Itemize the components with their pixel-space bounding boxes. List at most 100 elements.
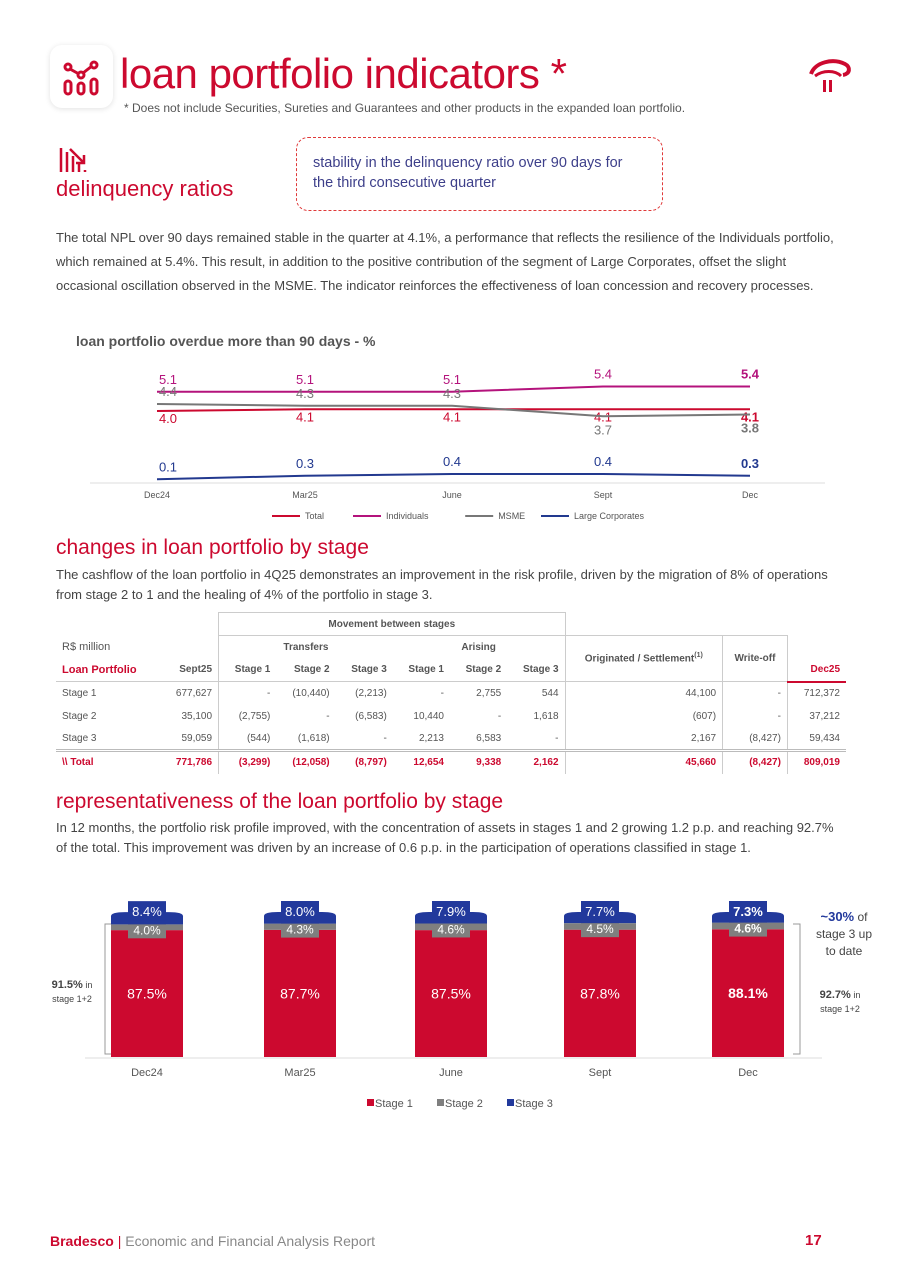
npl-line-chart: 4.0 4.1 4.1 4.1 4.15.1 5.1 5.1 5.4 5.44.4 4.3 4.33…	[90, 367, 825, 521]
data-label: 4.1	[741, 409, 759, 424]
data-label: 3.8	[741, 421, 759, 436]
table-cell: \\ Total	[62, 757, 94, 769]
data-label: 8.0%	[285, 904, 315, 919]
table-cell: -	[722, 681, 788, 705]
label-box	[729, 901, 767, 920]
table-cell: 2,755	[476, 687, 502, 699]
legend-label: Stage 1	[375, 1098, 413, 1110]
table-cell: Stage 1	[62, 687, 97, 699]
x-tick-label: Dec24	[144, 490, 170, 500]
line-chart-title: loan portfolio overdue more than 90 days…	[76, 333, 376, 349]
table-cell: -	[440, 687, 444, 699]
left-bracket	[104, 923, 111, 1055]
delinquency-paragraph: The total NPL over 90 days remained stab…	[56, 230, 834, 293]
table-cell: 809,019	[803, 757, 840, 769]
column-header: Stage 1	[218, 658, 277, 682]
data-label: 0.3	[296, 456, 314, 471]
bar-stage-1	[111, 930, 183, 1057]
page-number: 17	[805, 1232, 822, 1249]
section-title-delinquency: delinquency ratios	[56, 176, 234, 201]
left-note: 91.5% in stage 1+2	[51, 979, 93, 1004]
table-cell: (12,058)	[292, 757, 330, 769]
column-header: Stage 2	[465, 664, 502, 676]
data-label: 7.9%	[436, 904, 466, 919]
row-header: Loan Portfolio	[62, 663, 137, 676]
label-box	[281, 921, 319, 938]
legend-label: Individuals	[386, 511, 429, 521]
table-cell: Stage 2	[62, 710, 97, 722]
table-cell: 677,627	[175, 687, 213, 699]
label-box	[281, 901, 319, 920]
data-label: 3.7	[594, 422, 612, 437]
title-icon-box	[50, 45, 113, 108]
stage3-note: ~30% of stage 3 up to date	[815, 909, 873, 958]
right-note: 92.7% in stage 1+2	[819, 989, 861, 1014]
total-row: \\ Total 771,786 (3,299) (12,058) (8,797) 12,…	[56, 750, 846, 774]
stage-movement-table: Movement between stages R$ million Trans…	[56, 612, 846, 774]
table-cell: 10,440	[413, 710, 444, 722]
x-tick-label: Dec	[742, 490, 759, 500]
label-box	[128, 922, 166, 939]
data-label: 87.5%	[431, 986, 471, 1002]
data-label: 87.5%	[127, 986, 167, 1002]
data-label: 5.1	[443, 372, 461, 387]
label-box	[581, 921, 619, 938]
label-box	[128, 901, 166, 921]
legend-label: Large Corporates	[574, 511, 645, 521]
table-cell: (544)	[218, 727, 277, 751]
table-cell: (2,755)	[218, 704, 277, 728]
bar-stage-1	[415, 930, 487, 1057]
legend-label: Stage 2	[445, 1098, 483, 1110]
x-tick-label: June	[442, 490, 462, 500]
legend-swatch	[367, 1099, 374, 1106]
table-cell: (6,583)	[355, 710, 387, 722]
series-line-total	[156, 408, 750, 412]
representativeness-paragraph: In 12 months, the portfolio risk profile…	[56, 820, 834, 855]
arising-header: Arising	[392, 635, 566, 659]
table-cell: (8,427)	[722, 750, 788, 774]
data-label: 4.1	[443, 409, 461, 424]
table-row: Stage 2 35,100 (2,755) - (6,583) 10,440-1,618…	[56, 704, 846, 728]
right-bracket	[793, 923, 801, 1055]
legend-label: Stage 3	[515, 1098, 553, 1110]
x-tick-label: Dec24	[131, 1067, 163, 1079]
data-label: 5.1	[296, 372, 314, 387]
table-cell: (3,299)	[218, 750, 277, 774]
data-label: 5.1	[159, 372, 177, 387]
table-cell: 12,654	[413, 757, 444, 769]
data-label: 7.3%	[733, 904, 763, 919]
table-cell: 544	[507, 681, 566, 705]
stage-bar-chart: 87.5% 4.0% 8.4% Dec24 87.7% 4.3% 8.0% Mar25 87.5…	[85, 901, 822, 1110]
data-label: 4.1	[296, 409, 314, 424]
label-box	[729, 920, 767, 937]
x-tick-label: Mar25	[292, 490, 318, 500]
data-label: 5.4	[594, 367, 612, 382]
section-title-stage-changes: changes in loan portfolio by stage	[56, 536, 369, 559]
x-tick-label: Sept	[594, 490, 613, 500]
column-header: Dec25	[787, 658, 846, 683]
table-cell: 712,372	[803, 688, 840, 699]
x-tick-label: Sept	[589, 1067, 612, 1079]
legend-label: Total	[305, 511, 324, 521]
originated-header: Originated / Settlement(1)	[565, 635, 724, 682]
table-cell: 59,059	[181, 732, 213, 744]
transfers-header: Transfers	[218, 635, 393, 659]
table-cell: 9,338	[476, 757, 502, 769]
legend-swatch	[437, 1099, 444, 1106]
data-label: 4.5%	[586, 922, 614, 936]
series-line-individuals	[157, 385, 750, 393]
section-title-representativeness: representativeness of the loan portfolio…	[56, 790, 504, 813]
table-cell: (8,427)	[722, 727, 788, 751]
data-label: 0.3	[741, 456, 759, 471]
series-line-msme	[156, 403, 751, 418]
writeoff-header: Write-off	[722, 635, 788, 682]
table-cell: 35,100	[181, 710, 213, 722]
table-cell: 59,434	[809, 732, 840, 744]
column-header: Sept25	[179, 664, 213, 676]
data-label: 4.6%	[437, 922, 465, 936]
data-label: 4.6%	[734, 922, 762, 936]
data-label: 4.3%	[286, 923, 314, 937]
legend-swatch	[507, 1099, 514, 1106]
table-cell: 2,162	[507, 750, 566, 774]
unit-label: R$ million	[62, 641, 111, 653]
